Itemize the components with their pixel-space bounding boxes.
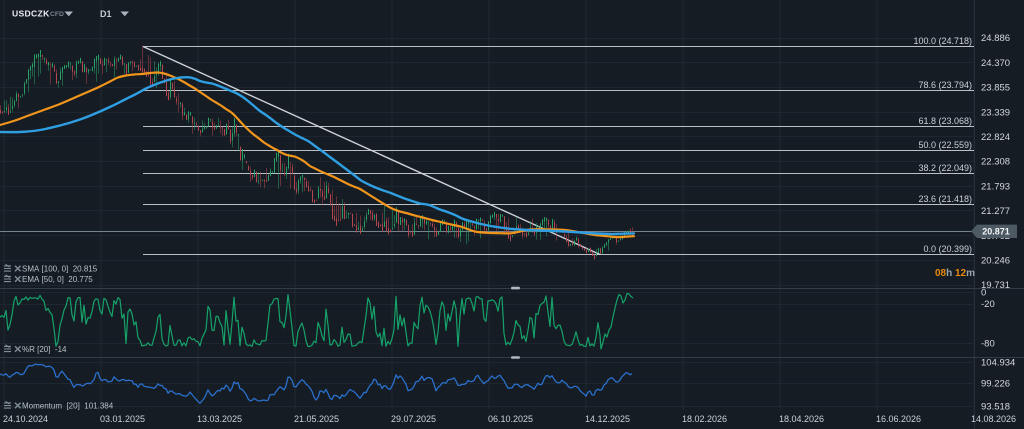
svg-text:24.370: 24.370	[981, 58, 1010, 69]
svg-text:18.02.2026: 18.02.2026	[682, 414, 727, 424]
svg-text:78.6 (23.794): 78.6 (23.794)	[918, 80, 972, 90]
svg-text:50.0 (22.559): 50.0 (22.559)	[918, 140, 972, 150]
svg-text:23.855: 23.855	[981, 83, 1010, 94]
svg-text:03.01.2025: 03.01.2025	[100, 414, 145, 424]
svg-text:24.10.2024: 24.10.2024	[3, 414, 48, 424]
svg-text:24.886: 24.886	[981, 33, 1010, 44]
svg-text:21.793: 21.793	[981, 181, 1010, 192]
svg-text:Momentum [20] 101.384: Momentum [20] 101.384	[22, 402, 114, 411]
svg-text:-20: -20	[981, 299, 995, 310]
svg-text:104.934: 104.934	[981, 358, 1015, 369]
svg-text:22.824: 22.824	[981, 132, 1010, 143]
svg-text:38.2 (22.049): 38.2 (22.049)	[918, 163, 972, 173]
svg-text:08h 12m: 08h 12m	[935, 268, 975, 279]
svg-text:19.731: 19.731	[981, 280, 1010, 291]
svg-text:21.277: 21.277	[981, 206, 1010, 217]
svg-text:18.04.2026: 18.04.2026	[779, 414, 824, 424]
svg-text:-80: -80	[981, 339, 995, 350]
svg-text:23.339: 23.339	[981, 107, 1010, 118]
svg-text:23.6 (21.418): 23.6 (21.418)	[918, 194, 972, 204]
svg-text:13.03.2025: 13.03.2025	[197, 414, 242, 424]
svg-text:0: 0	[981, 288, 986, 299]
svg-text:99.226: 99.226	[981, 379, 1010, 390]
svg-text:21.05.2025: 21.05.2025	[294, 414, 339, 424]
svg-text:100.0 (24.718): 100.0 (24.718)	[913, 36, 972, 46]
svg-text:93.518: 93.518	[981, 402, 1010, 413]
svg-text:14.12.2025: 14.12.2025	[585, 414, 630, 424]
svg-text:%R [20] -14: %R [20] -14	[22, 345, 67, 354]
svg-text:20.246: 20.246	[981, 256, 1010, 267]
svg-text:D1: D1	[100, 9, 112, 19]
svg-text:0.0 (20.399): 0.0 (20.399)	[923, 244, 972, 254]
svg-text:06.10.2025: 06.10.2025	[488, 414, 533, 424]
svg-text:20.871: 20.871	[982, 227, 1010, 237]
svg-text:SMA [100, 0] 20.815: SMA [100, 0] 20.815	[22, 265, 98, 274]
svg-text:CFD: CFD	[50, 11, 64, 18]
svg-text:EMA [50, 0] 20.775: EMA [50, 0] 20.775	[22, 275, 93, 284]
svg-text:16.06.2026: 16.06.2026	[876, 414, 921, 424]
svg-text:22.308: 22.308	[981, 157, 1010, 168]
svg-text:61.8 (23.068): 61.8 (23.068)	[918, 116, 972, 126]
svg-text:29.07.2025: 29.07.2025	[391, 414, 436, 424]
svg-text:USDCZK: USDCZK	[12, 9, 50, 19]
svg-text:14.08.2026: 14.08.2026	[971, 414, 1016, 424]
